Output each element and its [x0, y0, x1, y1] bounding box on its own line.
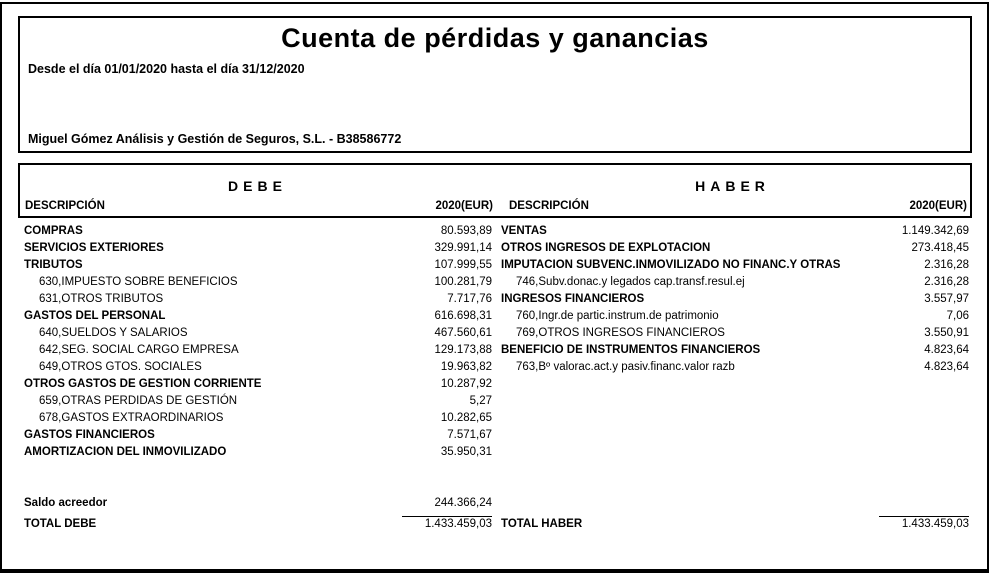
saldo-label: Saldo acreedor	[24, 497, 108, 509]
table-row: TRIBUTOS 107.999,55	[18, 259, 495, 276]
row-label: 630,IMPUESTO SOBRE BENEFICIOS	[39, 276, 238, 288]
report-period: Desde el día 01/01/2020 hasta el día 31/…	[28, 62, 305, 76]
row-amount: 19.963,82	[440, 361, 492, 373]
row-amount: 7,06	[946, 310, 969, 322]
table-row: 630,IMPUESTO SOBRE BENEFICIOS 100.281,79	[18, 276, 495, 293]
table-row: COMPRAS 80.593,89	[18, 225, 495, 242]
row-label: SERVICIOS EXTERIORES	[24, 242, 164, 254]
haber-column: VENTAS 1.149.342,69 OTROS INGRESOS DE EXP…	[495, 225, 972, 535]
column-header-description-debe: DESCRIPCIÓN	[25, 200, 105, 212]
table-row: 659,OTRAS PERDIDAS DE GESTIÓN 5,27	[18, 395, 495, 412]
row-amount: 129.173,88	[434, 344, 492, 356]
total-label: TOTAL HABER	[501, 518, 583, 530]
column-header-amount-haber: 2020(EUR)	[909, 200, 967, 212]
row-label: IMPUTACION SUBVENC.INMOVILIZADO NO FINAN…	[501, 259, 841, 271]
table-row: BENEFICIO DE INSTRUMENTOS FINANCIEROS 4.8…	[495, 344, 972, 361]
row-label: 769,OTROS INGRESOS FINANCIEROS	[516, 327, 725, 339]
row-amount: 4.823,64	[924, 361, 969, 373]
table-row: GASTOS FINANCIEROS 7.571,67	[18, 429, 495, 446]
row-label: GASTOS FINANCIEROS	[24, 429, 155, 441]
table-row: AMORTIZACION DEL INMOVILIZADO 35.950,31	[18, 446, 495, 463]
table-row: 631,OTROS TRIBUTOS 7.717,76	[18, 293, 495, 310]
total-row-debe: TOTAL DEBE 1.433.459,03	[18, 518, 495, 535]
table-row: VENTAS 1.149.342,69	[495, 225, 972, 242]
total-label: TOTAL DEBE	[24, 518, 97, 530]
total-amount: 1.433.459,03	[901, 518, 969, 530]
row-label: 678,GASTOS EXTRAORDINARIOS	[39, 412, 224, 424]
table-row: OTROS INGRESOS DE EXPLOTACION 273.418,45	[495, 242, 972, 259]
table-row: 769,OTROS INGRESOS FINANCIEROS 3.550,91	[495, 327, 972, 344]
table-row: GASTOS DEL PERSONAL 616.698,31	[18, 310, 495, 327]
row-label: COMPRAS	[24, 225, 83, 237]
row-amount: 10.282,65	[440, 412, 492, 424]
table-row: 763,Bº valorac.act.y pasiv.financ.valor …	[495, 361, 972, 378]
table-row: 760,Ingr.de partic.instrum.de patrimonio…	[495, 310, 972, 327]
row-amount: 80.593,89	[440, 225, 492, 237]
row-amount: 35.950,31	[440, 446, 492, 458]
row-label: AMORTIZACION DEL INMOVILIZADO	[24, 446, 227, 458]
row-label: 659,OTRAS PERDIDAS DE GESTIÓN	[39, 395, 238, 407]
debe-column: COMPRAS 80.593,89 SERVICIOS EXTERIORES 329…	[18, 225, 495, 535]
row-amount: 2.316,28	[924, 276, 969, 288]
section-title-haber: HABER	[695, 178, 770, 194]
row-label: BENEFICIO DE INSTRUMENTOS FINANCIEROS	[501, 344, 761, 356]
row-label: OTROS INGRESOS DE EXPLOTACION	[501, 242, 711, 254]
row-label: VENTAS	[501, 225, 547, 237]
row-amount: 100.281,79	[434, 276, 492, 288]
row-label: 631,OTROS TRIBUTOS	[39, 293, 164, 305]
row-amount: 329.991,14	[434, 242, 492, 254]
row-label: 746,Subv.donac.y legados cap.transf.resu…	[516, 276, 745, 288]
row-label: 649,OTROS GTOS. SOCIALES	[39, 361, 202, 373]
table-row: OTROS GASTOS DE GESTION CORRIENTE 10.287,…	[18, 378, 495, 395]
row-label: INGRESOS FINANCIEROS	[501, 293, 645, 305]
report-header: Cuenta de pérdidas y ganancias Desde el …	[18, 16, 972, 153]
row-amount: 5,27	[469, 395, 492, 407]
table-row: 746,Subv.donac.y legados cap.transf.resu…	[495, 276, 972, 293]
total-amount: 1.433.459,03	[424, 518, 492, 530]
column-header-description-haber: DESCRIPCIÓN	[509, 200, 589, 212]
table-row: SERVICIOS EXTERIORES 329.991,14	[18, 242, 495, 259]
column-header-amount-debe: 2020(EUR)	[435, 200, 493, 212]
row-amount: 2.316,28	[924, 259, 969, 271]
row-label: 760,Ingr.de partic.instrum.de patrimonio	[516, 310, 719, 322]
row-amount: 273.418,45	[911, 242, 969, 254]
total-row-haber: TOTAL HABER 1.433.459,03	[495, 518, 972, 535]
section-title-debe: DEBE	[228, 178, 287, 194]
row-label: OTROS GASTOS DE GESTION CORRIENTE	[24, 378, 262, 390]
table-row: INGRESOS FINANCIEROS 3.557,97	[495, 293, 972, 310]
table-row: 640,SUELDOS Y SALARIOS 467.560,61	[18, 327, 495, 344]
row-amount: 616.698,31	[434, 310, 492, 322]
row-label: 763,Bº valorac.act.y pasiv.financ.valor …	[516, 361, 735, 373]
table-row: 649,OTROS GTOS. SOCIALES 19.963,82	[18, 361, 495, 378]
table-row: IMPUTACION SUBVENC.INMOVILIZADO NO FINAN…	[495, 259, 972, 276]
saldo-row: Saldo acreedor 244.366,24	[18, 497, 495, 514]
row-amount: 467.560,61	[434, 327, 492, 339]
total-rule-debe	[402, 516, 492, 517]
row-label: TRIBUTOS	[24, 259, 83, 271]
row-amount: 7.571,67	[447, 429, 492, 441]
report-company: Miguel Gómez Análisis y Gestión de Segur…	[28, 132, 402, 146]
row-amount: 3.557,97	[924, 293, 969, 305]
row-amount: 10.287,92	[440, 378, 492, 390]
table-row: 678,GASTOS EXTRAORDINARIOS 10.282,65	[18, 412, 495, 429]
table-header: DEBE HABER DESCRIPCIÓN 2020(EUR) DESCRIP…	[18, 163, 972, 218]
saldo-amount: 244.366,24	[434, 497, 492, 509]
row-amount: 107.999,55	[434, 259, 492, 271]
page-title: Cuenta de pérdidas y ganancias	[281, 23, 709, 53]
row-label: GASTOS DEL PERSONAL	[24, 310, 166, 322]
row-amount: 7.717,76	[447, 293, 492, 305]
total-rule-haber	[879, 516, 969, 517]
table-row: 642,SEG. SOCIAL CARGO EMPRESA 129.173,88	[18, 344, 495, 361]
row-amount: 4.823,64	[924, 344, 969, 356]
row-label: 640,SUELDOS Y SALARIOS	[39, 327, 188, 339]
row-label: 642,SEG. SOCIAL CARGO EMPRESA	[39, 344, 239, 356]
row-amount: 3.550,91	[924, 327, 969, 339]
row-amount: 1.149.342,69	[901, 225, 969, 237]
